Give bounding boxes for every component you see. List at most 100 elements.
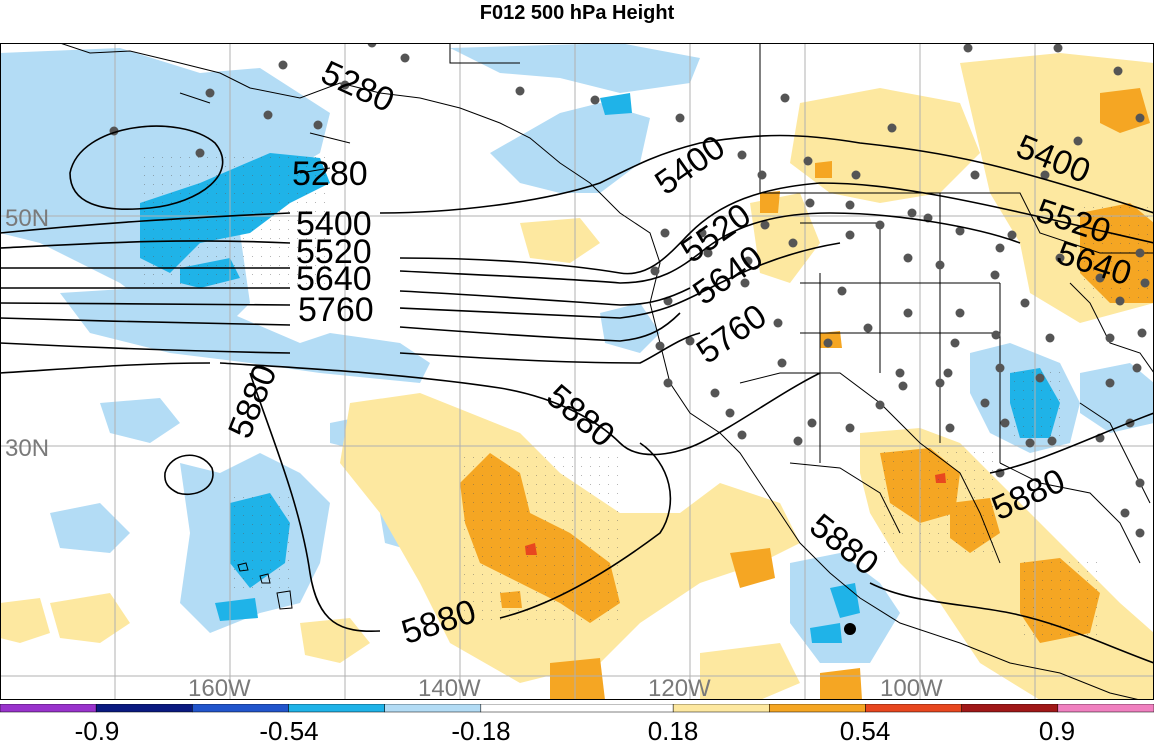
colorbar-tick: -0.9: [75, 716, 120, 742]
station-dot: [1137, 328, 1147, 338]
station-dot: [650, 266, 660, 276]
colorbar: -0.9 -0.54 -0.18 0.18 0.54 0.9: [0, 704, 1154, 742]
colorbar-swatch: [384, 704, 482, 713]
station-dot: [515, 86, 525, 96]
station-dot: [955, 226, 965, 236]
station-dot: [980, 398, 990, 408]
station-dot: [793, 436, 803, 446]
station-dot: [1135, 528, 1145, 538]
station-dot: [703, 248, 713, 258]
station-dot: [1040, 170, 1050, 180]
station-dot: [1135, 478, 1145, 488]
station-dot: [1113, 66, 1123, 76]
lat-lon-grid: [0, 43, 1154, 700]
station-dot: [943, 368, 953, 378]
station-dot: [725, 408, 735, 418]
station-dot: [805, 198, 815, 208]
station-dot: [1053, 43, 1063, 53]
station-dot: [950, 338, 960, 348]
station-dot: [845, 423, 855, 433]
station-dot: [863, 323, 873, 333]
coastlines-and-borders: [59, 43, 1154, 700]
lon-label: 120W: [648, 675, 711, 700]
lon-label: 140W: [418, 675, 481, 700]
lon-label: 100W: [880, 675, 943, 700]
extreme-anomaly-shading: [525, 473, 946, 555]
station-dot: [1132, 363, 1142, 373]
hawaiian-islands: [237, 562, 293, 610]
station-dot: [685, 336, 695, 346]
colorbar-swatch: [480, 704, 674, 713]
colorbar-swatch: [0, 704, 97, 713]
station-dot: [710, 388, 720, 398]
station-dot: [1045, 333, 1055, 343]
station-dot: [845, 200, 855, 210]
lat-label: 30N: [5, 435, 49, 462]
strong-negative-anomaly-shading: [140, 93, 1060, 643]
colorbar-tick: 0.18: [648, 716, 699, 742]
colorbar-swatch: [961, 704, 1059, 713]
station-dot: [898, 381, 908, 391]
colorbar-swatch: [288, 704, 385, 713]
station-dot: [991, 330, 1001, 340]
colorbar-swatch: [769, 704, 866, 713]
station-dot: [1120, 508, 1130, 518]
station-dot: [313, 120, 323, 130]
station-dot: [1047, 436, 1057, 446]
station-dot: [660, 228, 670, 238]
station-dot: [1055, 253, 1065, 263]
colorbar-tick: 0.54: [840, 716, 891, 742]
station-dot: [697, 228, 707, 238]
station-dot: [1115, 296, 1125, 306]
station-dot: [1095, 273, 1105, 283]
station-dot: [195, 148, 205, 158]
contour-label: 5760: [298, 291, 374, 329]
station-dot: [367, 43, 377, 48]
colorbar-swatch: [95, 704, 193, 713]
station-dot: [1073, 136, 1083, 146]
station-dot: [757, 170, 767, 180]
station-dot: [777, 358, 787, 368]
station-dot: [737, 430, 747, 440]
contour-label: 5520: [296, 233, 372, 271]
strong-positive-anomaly-shading: [460, 88, 1154, 700]
station-dot: [995, 243, 1005, 253]
colorbar-tick: -0.54: [259, 716, 318, 742]
station-dot: [963, 43, 973, 53]
height-contours: [0, 125, 1154, 664]
colorbar-swatch: [672, 704, 770, 713]
station-dot: [655, 341, 665, 351]
lat-label: 50N: [5, 205, 49, 232]
station-dot: [803, 156, 813, 166]
station-dot: [263, 110, 273, 120]
colorbar-ticks: -0.9 -0.54 -0.18 0.18 0.54 0.9: [75, 716, 1075, 742]
station-dot: [907, 208, 917, 218]
colorbar-swatch: [1057, 704, 1154, 713]
station-dot: [995, 363, 1005, 373]
station-dot: [851, 170, 861, 180]
station-dot: [1105, 333, 1115, 343]
station-dot: [780, 93, 790, 103]
station-dot: [760, 220, 770, 230]
colorbar-swatch: [865, 704, 962, 713]
station-dot: [1000, 418, 1010, 428]
station-dot: [837, 286, 847, 296]
station-dot: [935, 378, 945, 388]
station-dot: [823, 338, 833, 348]
significance-stippling: [144, 157, 1148, 635]
contour-label: 5280: [292, 155, 368, 193]
station-dot: [788, 238, 798, 248]
station-dot: [590, 95, 600, 105]
colorbar-swatches: [0, 704, 1154, 713]
station-dot: [740, 278, 750, 288]
station-dot: [1025, 438, 1035, 448]
station-dot: [278, 60, 288, 70]
station-dot: [400, 53, 410, 63]
station-dot: [903, 308, 913, 318]
station-dot: [205, 88, 215, 98]
contour-label: 5640: [296, 260, 372, 298]
station-dot: [1035, 373, 1045, 383]
station-dot: [1135, 113, 1145, 123]
station-dot: [903, 253, 913, 263]
station-dot: [955, 308, 965, 318]
